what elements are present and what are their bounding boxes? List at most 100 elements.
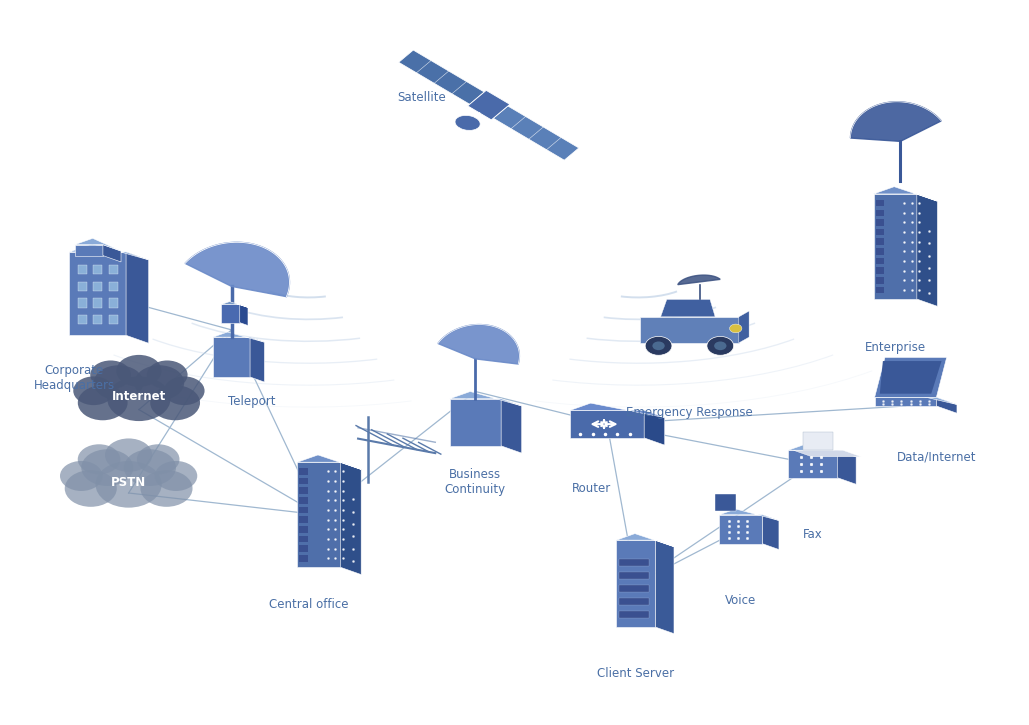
Polygon shape [297, 463, 341, 568]
FancyBboxPatch shape [876, 286, 884, 294]
FancyBboxPatch shape [299, 555, 308, 562]
Circle shape [652, 341, 665, 350]
Circle shape [78, 444, 120, 474]
Text: Data/Internet: Data/Internet [896, 451, 977, 464]
Polygon shape [715, 494, 736, 511]
Text: Voice: Voice [725, 594, 756, 608]
FancyBboxPatch shape [619, 598, 648, 605]
Polygon shape [75, 245, 103, 256]
Polygon shape [793, 450, 861, 457]
Polygon shape [640, 317, 739, 343]
Polygon shape [874, 187, 937, 202]
Text: Corporate
Headquarters: Corporate Headquarters [34, 364, 114, 392]
FancyBboxPatch shape [876, 210, 884, 216]
Polygon shape [803, 432, 833, 450]
FancyBboxPatch shape [94, 281, 103, 291]
FancyBboxPatch shape [78, 281, 86, 291]
Polygon shape [875, 357, 947, 397]
Circle shape [78, 385, 128, 420]
FancyBboxPatch shape [876, 219, 884, 225]
Circle shape [65, 470, 116, 507]
Polygon shape [75, 239, 121, 251]
Text: Enterprise: Enterprise [864, 341, 926, 354]
Polygon shape [655, 540, 674, 634]
Polygon shape [126, 252, 148, 344]
Polygon shape [221, 304, 240, 323]
Circle shape [135, 365, 184, 400]
Polygon shape [719, 515, 762, 544]
Text: PSTN: PSTN [111, 476, 146, 489]
Polygon shape [570, 410, 644, 438]
FancyBboxPatch shape [109, 299, 117, 307]
Polygon shape [936, 397, 957, 413]
FancyBboxPatch shape [299, 497, 308, 504]
Circle shape [714, 341, 726, 350]
Text: Central office: Central office [269, 598, 349, 611]
FancyBboxPatch shape [78, 299, 86, 307]
Polygon shape [851, 102, 942, 141]
FancyBboxPatch shape [876, 248, 884, 254]
Circle shape [81, 450, 134, 486]
Polygon shape [719, 509, 779, 521]
FancyBboxPatch shape [299, 526, 308, 533]
FancyBboxPatch shape [94, 299, 103, 307]
FancyBboxPatch shape [876, 258, 884, 265]
Polygon shape [788, 444, 856, 457]
Polygon shape [103, 245, 121, 262]
Polygon shape [438, 325, 520, 364]
Polygon shape [213, 332, 264, 342]
Polygon shape [493, 106, 579, 160]
Polygon shape [678, 275, 720, 285]
Circle shape [123, 450, 176, 486]
Circle shape [645, 336, 672, 355]
FancyBboxPatch shape [876, 229, 884, 236]
Circle shape [105, 439, 152, 472]
Text: Teleport: Teleport [228, 395, 276, 408]
FancyBboxPatch shape [299, 507, 308, 513]
Polygon shape [297, 455, 361, 470]
Polygon shape [875, 390, 957, 405]
Circle shape [116, 355, 162, 387]
Text: Client Server: Client Server [598, 667, 674, 680]
FancyBboxPatch shape [78, 265, 86, 275]
Circle shape [107, 376, 171, 421]
Text: Fax: Fax [803, 528, 823, 541]
Polygon shape [616, 534, 674, 547]
Circle shape [73, 376, 114, 405]
Text: Satellite: Satellite [397, 91, 447, 104]
Polygon shape [917, 194, 937, 307]
Circle shape [91, 360, 131, 389]
FancyBboxPatch shape [94, 315, 103, 325]
FancyBboxPatch shape [876, 239, 884, 245]
Circle shape [154, 461, 198, 491]
Text: Emergency Response: Emergency Response [626, 406, 753, 419]
FancyBboxPatch shape [876, 277, 884, 283]
FancyBboxPatch shape [876, 268, 884, 274]
FancyBboxPatch shape [94, 265, 103, 275]
Circle shape [94, 365, 143, 400]
FancyBboxPatch shape [299, 468, 308, 475]
Polygon shape [875, 397, 936, 406]
Circle shape [60, 461, 103, 491]
Circle shape [150, 385, 200, 420]
Circle shape [137, 444, 179, 474]
Text: Internet: Internet [112, 390, 166, 403]
FancyBboxPatch shape [619, 572, 648, 579]
Ellipse shape [455, 115, 481, 130]
Polygon shape [762, 515, 779, 550]
FancyBboxPatch shape [299, 516, 308, 523]
Circle shape [96, 461, 162, 508]
Polygon shape [788, 450, 838, 478]
Polygon shape [838, 450, 856, 484]
Circle shape [164, 376, 205, 405]
Polygon shape [616, 540, 655, 627]
Polygon shape [70, 252, 126, 335]
Circle shape [140, 470, 192, 507]
FancyBboxPatch shape [78, 315, 86, 325]
Polygon shape [739, 311, 749, 343]
FancyBboxPatch shape [109, 315, 117, 325]
FancyBboxPatch shape [876, 200, 884, 207]
Polygon shape [570, 403, 665, 418]
FancyBboxPatch shape [619, 585, 648, 592]
Polygon shape [398, 50, 485, 104]
